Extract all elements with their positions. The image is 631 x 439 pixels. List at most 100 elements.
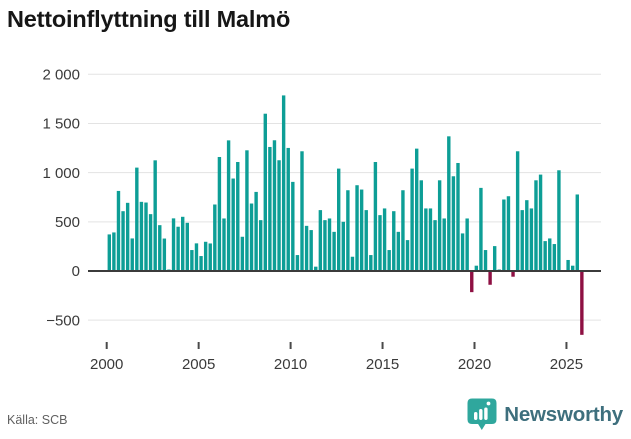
quarter-bar [557, 170, 561, 271]
quarter-bar [268, 146, 272, 271]
quarter-bar [488, 271, 492, 285]
quarter-bar [387, 250, 391, 271]
quarter-bar [415, 148, 419, 271]
quarter-bar [213, 204, 217, 271]
x-axis-tick-label: 2005 [182, 356, 215, 373]
quarter-bar [346, 190, 350, 271]
chart-title: Nettoinflyttning till Malmö [7, 6, 291, 32]
quarter-bar [447, 136, 451, 271]
quarter-bar [135, 167, 139, 271]
quarter-bar [492, 246, 497, 271]
quarter-bar [373, 162, 378, 271]
x-axis-tick-label: 2000 [90, 356, 123, 373]
quarter-bar [433, 220, 437, 271]
quarter-bar [534, 180, 538, 271]
quarter-bar [566, 259, 570, 271]
x-axis-tick-label: 2015 [366, 356, 399, 373]
quarter-bar [396, 231, 401, 271]
y-axis-tick-label: 500 [55, 214, 80, 231]
y-axis-tick-label: 2 000 [42, 66, 80, 83]
quarter-bar [231, 178, 235, 271]
quarter-bar [158, 225, 162, 271]
quarter-bar [369, 255, 373, 271]
quarter-bar [116, 190, 121, 271]
newsworthy-speech-bubble-bars-icon [467, 398, 497, 430]
quarter-bar [323, 220, 327, 271]
x-axis-tick-label: 2020 [458, 356, 491, 373]
quarter-bar [437, 180, 442, 271]
quarter-bar [456, 162, 460, 271]
quarter-bar [153, 160, 157, 271]
newsworthy-logo[interactable]: Newsworthy [467, 398, 623, 431]
quarter-bar [392, 211, 396, 271]
quarter-bar [378, 215, 382, 271]
quarter-bar [575, 194, 579, 271]
quarter-bar [401, 190, 405, 271]
quarter-bar [465, 218, 469, 271]
y-axis-tick-label: 0 [72, 263, 80, 280]
quarter-bar [405, 240, 410, 271]
quarter-bar [529, 208, 534, 271]
quarter-bar [291, 181, 295, 271]
quarter-bar [428, 208, 433, 271]
quarter-bar [570, 265, 575, 271]
quarter-bar [162, 238, 167, 271]
quarter-bar [327, 218, 332, 271]
quarter-bar [451, 176, 456, 271]
quarter-bar [295, 255, 300, 271]
quarter-bar [217, 156, 222, 271]
quarter-bar [272, 140, 277, 271]
quarter-bar [245, 150, 249, 271]
quarter-bar [286, 147, 290, 271]
quarter-bar [139, 201, 144, 271]
quarter-bar [199, 256, 203, 271]
y-axis-tick-label: 1 500 [42, 116, 80, 133]
quarter-bar [254, 191, 258, 271]
source-label: Källa: SCB [7, 413, 68, 427]
quarter-bar [332, 231, 336, 271]
quarter-bar [474, 265, 479, 271]
quarter-bar [107, 234, 111, 271]
quarter-bar [479, 187, 483, 271]
quarter-bar [364, 210, 368, 271]
bar-chart: 2 000 1 500 1 000 500 0 −500 2000 2005 2010 2015 2… [42, 66, 601, 373]
newsworthy-wordmark: Newsworthy [504, 402, 623, 426]
quarter-bar [281, 95, 286, 271]
y-axis-tick-label: 1 000 [42, 165, 80, 182]
quarter-bar [525, 200, 529, 271]
quarter-bar [337, 168, 341, 271]
x-axis-tick-label: 2010 [274, 356, 307, 373]
quarter-bar [176, 226, 180, 271]
quarter-bar [240, 236, 245, 271]
quarter-bar [171, 218, 176, 271]
quarter-bar [382, 208, 387, 271]
quarter-bar [121, 211, 125, 271]
quarter-bar [185, 222, 189, 271]
quarter-bar [263, 113, 267, 272]
quarter-bar [314, 266, 318, 271]
quarter-bar [419, 180, 423, 271]
quarter-bar [148, 214, 153, 271]
quarter-bar [341, 221, 345, 271]
quarter-bar [300, 151, 304, 271]
quarter-bar [520, 210, 524, 271]
quarter-bar [190, 250, 194, 271]
quarter-bar [125, 202, 130, 271]
quarter-bar [130, 238, 134, 271]
quarter-bar [460, 233, 465, 271]
quarter-bar [194, 243, 199, 271]
quarter-bar [208, 243, 212, 271]
quarter-bar [410, 168, 414, 271]
quarter-bar [470, 271, 474, 293]
quarter-bar [318, 210, 323, 271]
quarter-bar [112, 232, 116, 271]
quarter-bar [236, 162, 240, 271]
quarter-bar [511, 271, 515, 277]
quarter-bar [304, 225, 309, 271]
quarter-bar [515, 151, 520, 271]
quarter-bar [543, 241, 547, 271]
quarter-bar [277, 160, 281, 271]
quarter-bar [442, 218, 446, 271]
quarter-bar [181, 216, 185, 271]
quarter-bar [424, 208, 428, 271]
